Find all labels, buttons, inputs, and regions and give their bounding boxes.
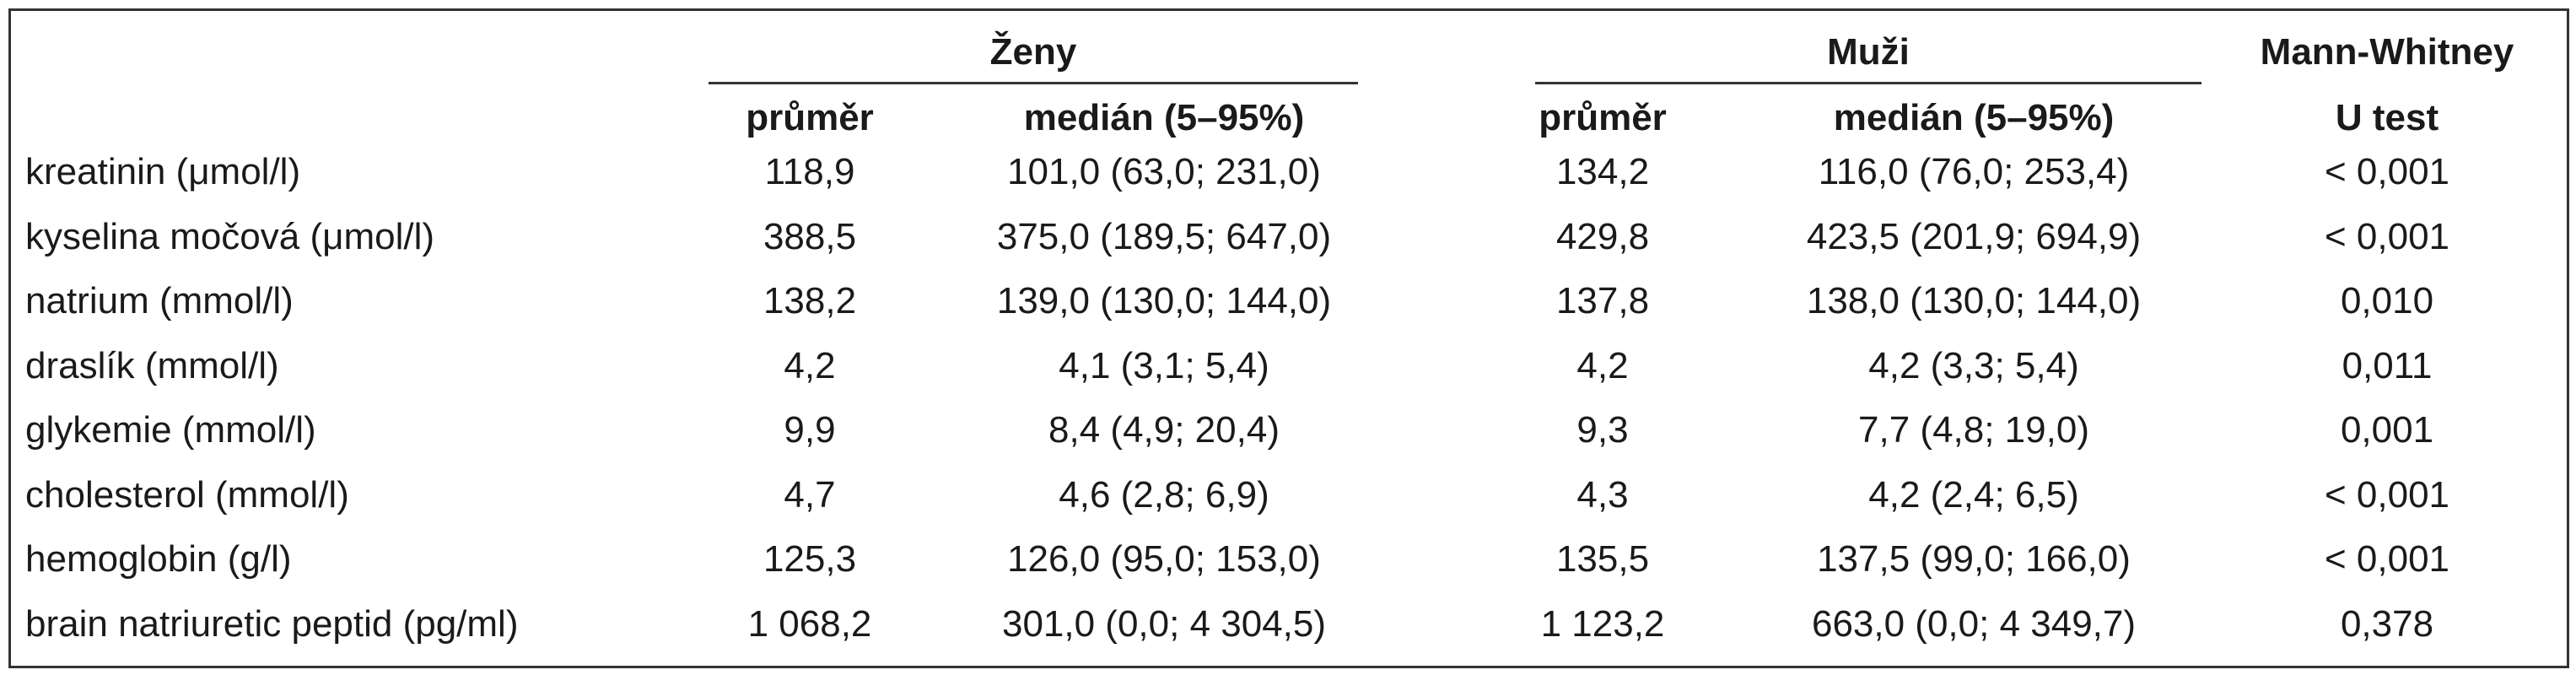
table-cell: 138,0 (130,0; 144,0) [1806,280,2142,321]
table-cell: 134,2 [1555,151,1650,192]
table-cell: 4,2 [1576,344,1629,386]
table-cell: 663,0 (0,0; 4 349,7) [1811,602,2137,645]
row-label: kreatinin (μmol/l) [25,151,301,192]
column-header: medián (5–95%) [1833,97,2115,138]
table-cell: 4,2 (2,4; 6,5) [1868,473,2079,516]
table-cell: 135,5 [1555,538,1650,580]
column-header: průměr [746,97,874,138]
row-label: glykemie (mmol/l) [25,409,316,451]
table-cell: 9,3 [1576,409,1629,451]
table-cell: 301,0 (0,0; 4 304,5) [1001,602,1327,645]
group-rule [709,82,1358,84]
row-label: cholesterol (mmol/l) [25,473,349,516]
table-cell: < 0,001 [2324,473,2450,516]
table-cell: 139,0 (130,0; 144,0) [996,280,1332,321]
table-cell: 137,8 [1555,280,1650,321]
table-cell: 429,8 [1555,215,1650,257]
table-cell: 0,378 [2340,602,2434,645]
row-label: natrium (mmol/l) [25,280,294,321]
table-cell: 423,5 (201,9; 694,9) [1806,215,2142,257]
column-header: medián (5–95%) [1023,97,1305,138]
table-cell: 0,010 [2340,280,2434,321]
table-cell: 0,011 [2342,344,2433,386]
test-header: Mann-Whitney [2260,31,2514,73]
table-cell: 137,5 (99,0; 166,0) [1817,538,2131,580]
group-header: Muži [1827,31,1910,73]
table-cell: 4,2 [784,344,836,386]
table-cell: 4,2 (3,3; 5,4) [1868,344,2079,386]
table-cell: 118,9 [764,151,855,192]
row-label: draslík (mmol/l) [25,344,279,386]
table-cell: 1 068,2 [747,602,872,645]
row-label: kyselina močová (μmol/l) [25,215,435,257]
table-cell: 388,5 [763,215,857,257]
table-cell: 4,6 (2,8; 6,9) [1059,473,1269,516]
table-frame [8,8,2569,668]
test-header: U test [2335,97,2439,138]
table-cell: 116,0 (76,0; 253,4) [1818,151,2130,192]
row-label: brain natriuretic peptid (pg/ml) [25,602,519,645]
table-cell: < 0,001 [2324,215,2450,257]
table-cell: 4,3 [1576,473,1629,516]
table-cell: 4,1 (3,1; 5,4) [1059,344,1269,386]
table-cell: 7,7 (4,8; 19,0) [1858,409,2089,451]
table-cell: < 0,001 [2324,151,2450,192]
table-cell: 126,0 (95,0; 153,0) [1007,538,1321,580]
table-cell: 375,0 (189,5; 647,0) [996,215,1332,257]
row-label: hemoglobin (g/l) [25,538,292,580]
column-header: průměr [1539,97,1667,138]
group-header: Ženy [989,31,1077,73]
table-cell: 9,9 [784,409,836,451]
table-cell: 8,4 (4,9; 20,4) [1048,409,1280,451]
table-cell: 4,7 [784,473,836,516]
group-rule [1535,82,2201,84]
table-cell: 125,3 [763,538,857,580]
table-cell: 138,2 [763,280,857,321]
table-cell: < 0,001 [2324,538,2450,580]
table-cell: 1 123,2 [1540,602,1665,645]
table-cell: 0,001 [2340,409,2434,451]
table-cell: 101,0 (63,0; 231,0) [1007,151,1321,192]
